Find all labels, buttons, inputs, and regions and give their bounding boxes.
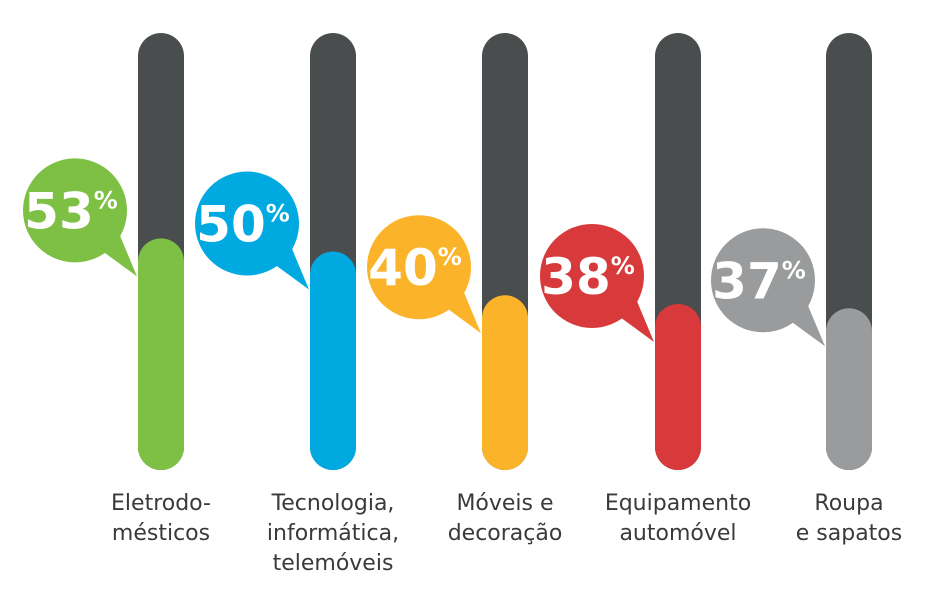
value-label: 53% bbox=[24, 182, 118, 240]
bubble bbox=[23, 158, 127, 263]
bubble bbox=[540, 223, 644, 328]
value-label: 37% bbox=[712, 252, 806, 310]
bar bbox=[138, 238, 184, 470]
x-tick-label-line: informática, bbox=[267, 521, 399, 546]
value-label: 38% bbox=[541, 248, 635, 306]
x-tick-label-line: Móveis e bbox=[456, 491, 553, 516]
value-label: 50% bbox=[196, 196, 290, 254]
bar bbox=[482, 295, 528, 470]
bubble bbox=[195, 171, 299, 276]
x-tick-label-line: Eletrodo- bbox=[111, 491, 211, 516]
x-tick-label: Móveis e decoração bbox=[448, 491, 563, 546]
x-tick-label-line: telemóveis bbox=[273, 551, 394, 576]
bubble bbox=[367, 215, 471, 320]
bar bbox=[826, 308, 872, 470]
x-tick-label: Eletrodo-mésticos bbox=[111, 491, 211, 546]
bubble bbox=[711, 228, 815, 333]
x-tick-label: Equipamento automóvel bbox=[605, 491, 751, 546]
x-tick-label-line: Tecnologia, bbox=[271, 491, 395, 516]
bar bbox=[310, 251, 356, 470]
bar bbox=[655, 303, 701, 470]
x-tick-label-line: Equipamento bbox=[605, 491, 751, 516]
x-tick-label-line: e sapatos bbox=[796, 521, 902, 546]
x-tick-label-line: decoração bbox=[448, 521, 563, 546]
x-tick-label: Tecnologia, informática, telemóveis bbox=[267, 491, 399, 576]
x-tick-label: Roupa e sapatos bbox=[796, 491, 902, 546]
x-tick-label-line: automóvel bbox=[619, 521, 736, 546]
x-tick-label-line: mésticos bbox=[112, 521, 210, 546]
value-label: 40% bbox=[368, 239, 462, 297]
x-tick-label-line: Roupa bbox=[814, 491, 883, 516]
